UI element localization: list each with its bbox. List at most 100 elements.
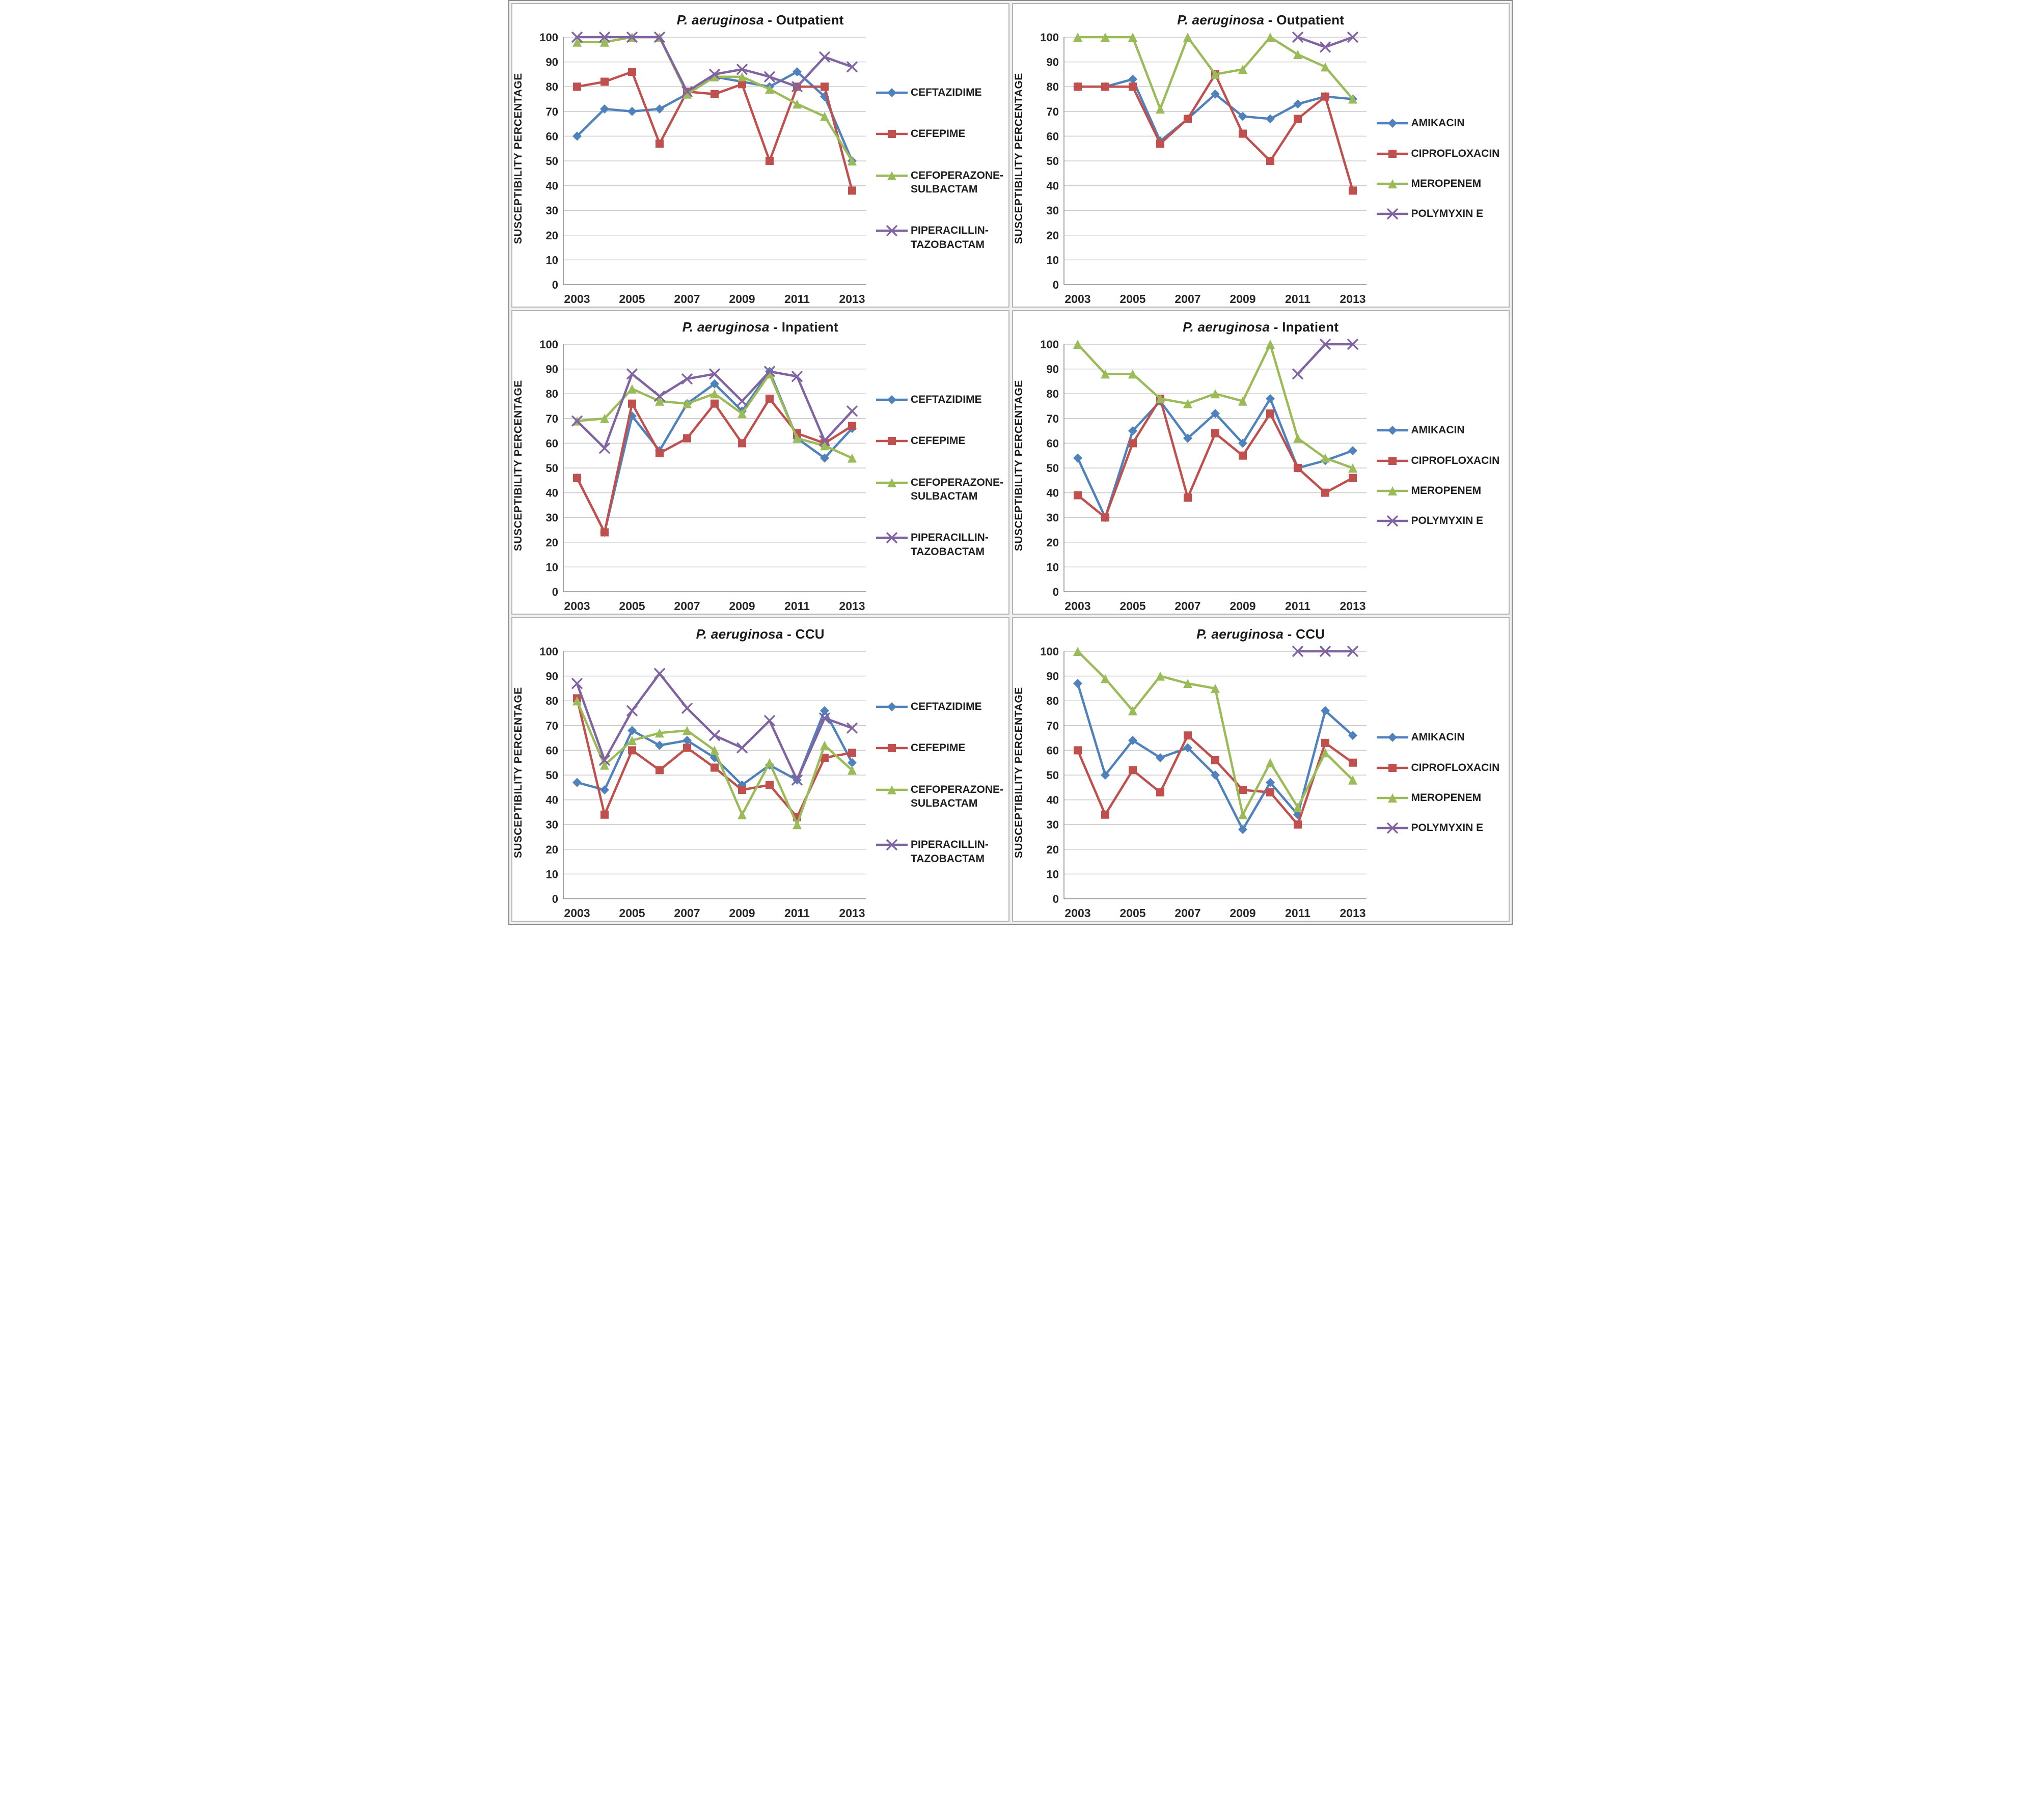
series-marker xyxy=(709,69,720,80)
series-marker xyxy=(572,37,582,47)
y-tick-label: 70 xyxy=(546,105,558,118)
legend-item: PIPERACILLIN-TAZOBACTAM xyxy=(875,838,1003,866)
series-line xyxy=(576,70,854,192)
series-marker xyxy=(1156,139,1164,148)
series-line xyxy=(1296,343,1354,375)
series-marker xyxy=(1128,82,1137,91)
chart-title-species: P. aeruginosa xyxy=(1183,319,1270,335)
legend-swatch-triangle-icon xyxy=(1376,486,1408,495)
legend-label: CEFEPIME xyxy=(911,435,966,447)
series-marker xyxy=(887,395,896,405)
x-tick-label: 2009 xyxy=(729,292,755,306)
series-marker xyxy=(1266,157,1274,165)
series-marker xyxy=(1238,65,1247,74)
series-marker xyxy=(793,99,802,109)
chart-title-species: P. aeruginosa xyxy=(1196,626,1284,642)
legend: AMIKACIN CIPROFLOXACIN MEROPENEM POLYMYXIN … xyxy=(1373,423,1509,528)
series-marker xyxy=(627,726,637,735)
legend-swatch-x-icon xyxy=(1376,515,1408,527)
chart-title-species: P. aeruginosa xyxy=(696,626,783,642)
chart-title: P. aeruginosa - CCU xyxy=(1013,626,1509,642)
series-marker xyxy=(1156,788,1164,797)
y-tick-label: 100 xyxy=(1040,645,1059,658)
series-marker xyxy=(656,449,664,457)
series-marker xyxy=(1100,674,1110,683)
series-marker xyxy=(654,32,665,43)
series-marker xyxy=(1347,32,1358,43)
x-tick-label: 2009 xyxy=(729,906,755,920)
series-marker xyxy=(1073,679,1082,688)
series-marker xyxy=(1387,179,1397,188)
line-chart: 0 10 20 30 40 50 60 70 80 90 100 2003 2005 2007 2009 20… xyxy=(1040,645,1367,920)
legend-item: CEFEPIME xyxy=(875,127,965,141)
y-tick-label: 60 xyxy=(546,130,558,143)
series-marker xyxy=(886,225,897,236)
series-marker xyxy=(1293,50,1302,60)
series-marker xyxy=(1293,464,1302,472)
series-marker xyxy=(683,743,691,752)
series-marker xyxy=(1388,763,1397,772)
y-tick-label: 20 xyxy=(1046,843,1058,856)
series-marker xyxy=(682,726,692,735)
series-marker xyxy=(1320,706,1330,715)
series-marker xyxy=(819,51,830,63)
series-marker xyxy=(848,749,856,757)
y-axis-label: SUSCEPTIBILITY PERCENTAGE xyxy=(1013,379,1025,551)
x-tick-label: 2007 xyxy=(1175,906,1200,920)
series-marker xyxy=(1321,488,1329,497)
series-marker xyxy=(628,68,636,76)
series-marker xyxy=(1101,513,1109,522)
series-marker xyxy=(821,82,829,91)
series-marker xyxy=(1388,456,1397,465)
series-marker xyxy=(1155,671,1165,681)
chart-panel-ccu-other-agents: P. aeruginosa - CCU SUSCEPTIBILITY PERCE… xyxy=(1012,617,1510,922)
series-marker xyxy=(573,82,581,91)
series-marker xyxy=(1238,112,1247,121)
x-tick-label: 2005 xyxy=(619,292,645,306)
series-marker xyxy=(766,157,774,165)
series-marker xyxy=(1348,186,1357,195)
series-marker xyxy=(599,32,610,43)
series-marker xyxy=(1211,429,1219,437)
series-marker xyxy=(1211,756,1219,764)
y-tick-label: 20 xyxy=(1046,229,1058,242)
series-marker xyxy=(600,413,609,423)
series-marker xyxy=(1348,446,1357,455)
series-marker xyxy=(1100,369,1110,379)
legend-item: CEFTAZIDIME xyxy=(875,700,982,713)
series-marker xyxy=(1265,394,1275,403)
y-tick-label: 50 xyxy=(546,462,558,475)
series-marker xyxy=(766,394,774,403)
series-marker xyxy=(627,106,637,116)
y-tick-label: 30 xyxy=(546,511,558,524)
y-tick-label: 70 xyxy=(1046,412,1058,425)
series-marker xyxy=(1265,33,1275,42)
series-marker xyxy=(1128,706,1137,715)
series-marker xyxy=(600,810,609,819)
x-tick-label: 2011 xyxy=(1285,292,1310,306)
y-tick-label: 80 xyxy=(546,388,558,400)
chart-title: P. aeruginosa - Outpatient xyxy=(512,12,1008,28)
series-marker xyxy=(1073,746,1082,755)
series-marker xyxy=(848,186,856,195)
series-marker xyxy=(600,37,609,47)
series-marker xyxy=(888,130,896,139)
series-marker xyxy=(1320,748,1330,758)
series-marker xyxy=(793,67,802,77)
line-chart: 0 10 20 30 40 50 60 70 80 90 100 2003 2005 2007 2009 20… xyxy=(1040,338,1367,613)
y-tick-label: 10 xyxy=(1046,561,1058,573)
series-marker xyxy=(681,86,693,97)
series-marker xyxy=(1155,104,1165,114)
series-marker xyxy=(887,785,896,794)
y-tick-label: 100 xyxy=(539,338,558,351)
legend-item: AMIKACIN xyxy=(1376,730,1465,744)
series-marker xyxy=(1128,426,1137,436)
y-tick-label: 30 xyxy=(1046,818,1058,831)
legend-item: CIPROFLOXACIN xyxy=(1376,147,1499,160)
series-marker xyxy=(1183,399,1192,408)
legend-item: MEROPENEM xyxy=(1376,177,1481,190)
series-marker xyxy=(738,409,747,419)
series-marker xyxy=(626,705,638,716)
y-tick-label: 30 xyxy=(1046,511,1058,524)
x-tick-label: 2007 xyxy=(1175,599,1200,613)
